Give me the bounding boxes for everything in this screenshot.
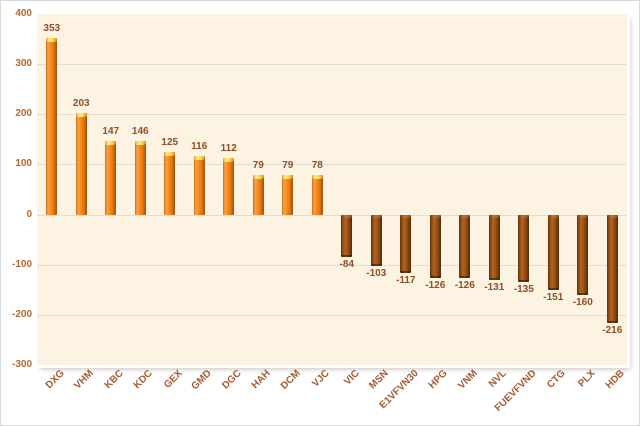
gridline	[37, 114, 627, 116]
bar-positive	[311, 175, 323, 215]
bar-value-label: 112	[220, 143, 237, 155]
bar-cap-bottom	[488, 278, 500, 281]
bar-value-label: 353	[43, 22, 61, 34]
bar-negative	[400, 214, 412, 274]
bar-positive	[46, 37, 58, 215]
bar-cap	[105, 140, 117, 145]
bar-positive	[282, 174, 294, 215]
bar-value-label: 146	[131, 126, 149, 138]
bar-value-label: -216	[602, 324, 623, 336]
bar-value-label: -126	[425, 279, 446, 291]
gridline	[37, 64, 627, 66]
bar-cap	[134, 141, 146, 146]
bar-cap-bottom	[370, 264, 382, 267]
bar-cap	[164, 151, 176, 156]
bar-cap-bottom	[577, 292, 589, 295]
y-tick-label: 100	[15, 158, 32, 170]
bar-positive	[252, 174, 264, 215]
bar-positive	[193, 156, 205, 215]
bar-cap-bottom	[400, 271, 412, 274]
bar-negative	[459, 214, 471, 278]
bar-cap-bottom	[429, 275, 441, 278]
bar-cap	[370, 214, 382, 218]
bar-negative	[488, 214, 500, 281]
y-tick-label: 0	[26, 208, 32, 220]
bar-positive	[105, 140, 117, 215]
y-tick-label: -200	[11, 308, 32, 320]
plot-area	[34, 11, 630, 368]
bar-negative	[547, 214, 559, 291]
gridline	[37, 214, 627, 216]
bar-value-label: -126	[454, 279, 475, 291]
gridline	[37, 164, 627, 166]
bar-value-label: 125	[161, 136, 179, 148]
bar-value-label: -160	[572, 296, 593, 308]
y-tick-label: 200	[15, 108, 32, 120]
bar-cap-bottom	[547, 288, 559, 291]
bar-cap	[488, 214, 500, 218]
bar-value-label: -117	[396, 275, 416, 287]
bar-negative	[341, 214, 353, 257]
bar-negative	[606, 214, 618, 323]
bar-value-label: -151	[543, 292, 564, 304]
bar-cap	[547, 214, 559, 218]
bar-cap	[429, 214, 441, 218]
bar-cap	[223, 158, 235, 163]
x-category-label: DXG	[43, 368, 67, 392]
bar-cap-bottom	[459, 275, 471, 278]
gridline	[37, 314, 627, 316]
y-tick-label: -300	[11, 359, 32, 370]
bar-positive	[223, 158, 235, 215]
bar-value-label: 116	[191, 141, 208, 153]
bar-negative	[577, 214, 589, 295]
y-tick-label: 400	[15, 8, 32, 19]
y-tick-label: 300	[15, 58, 32, 70]
bar-cap	[252, 174, 264, 179]
bar-positive	[75, 112, 87, 215]
bar-value-label: 79	[252, 159, 264, 171]
bar-value-label: -135	[513, 284, 534, 296]
bar-value-label: 79	[282, 159, 294, 171]
bar-value-label: 147	[102, 125, 120, 137]
bar-cap	[459, 214, 471, 218]
y-tick-label: -100	[11, 258, 32, 270]
bar-cap-bottom	[341, 254, 353, 257]
bar-cap	[577, 214, 589, 218]
bar-cap-bottom	[518, 280, 530, 283]
bar-negative	[518, 214, 530, 283]
bar-cap-bottom	[606, 320, 618, 323]
bar-positive	[134, 141, 146, 215]
bar-cap	[46, 37, 58, 42]
bar-value-label: -84	[339, 258, 354, 270]
bar-cap	[518, 214, 530, 218]
bar-cap	[193, 156, 205, 161]
bar-value-label: 78	[311, 160, 323, 172]
bar-cap	[75, 112, 87, 117]
bar-positive	[164, 151, 176, 215]
bar-value-label: -131	[484, 282, 505, 294]
gridline	[37, 264, 627, 266]
bar-cap	[341, 214, 353, 218]
bar-cap	[400, 214, 412, 218]
bar-negative	[370, 214, 382, 267]
bar-negative	[429, 214, 441, 278]
bar-cap	[606, 214, 618, 218]
bar-cap	[282, 174, 294, 179]
bar-value-label: -103	[366, 268, 387, 280]
bar-cap	[311, 175, 323, 180]
bar-value-label: 203	[72, 97, 90, 109]
